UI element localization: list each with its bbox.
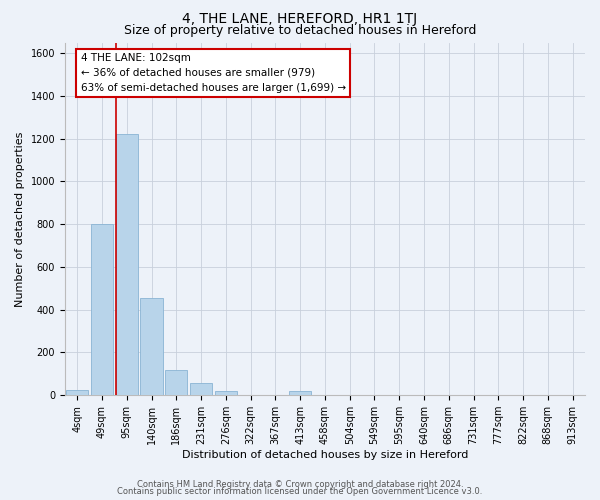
Bar: [190, 383, 212, 395]
Text: 4, THE LANE, HEREFORD, HR1 1TJ: 4, THE LANE, HEREFORD, HR1 1TJ: [182, 12, 418, 26]
Text: Contains public sector information licensed under the Open Government Licence v3: Contains public sector information licen…: [118, 487, 482, 496]
Bar: [66, 390, 88, 395]
Bar: [116, 134, 138, 395]
Bar: [215, 390, 237, 395]
Bar: [140, 298, 163, 395]
Text: Size of property relative to detached houses in Hereford: Size of property relative to detached ho…: [124, 24, 476, 37]
Bar: [289, 390, 311, 395]
X-axis label: Distribution of detached houses by size in Hereford: Distribution of detached houses by size …: [182, 450, 468, 460]
Bar: [91, 224, 113, 395]
Y-axis label: Number of detached properties: Number of detached properties: [15, 131, 25, 306]
Bar: [165, 370, 187, 395]
Text: 4 THE LANE: 102sqm
← 36% of detached houses are smaller (979)
63% of semi-detach: 4 THE LANE: 102sqm ← 36% of detached hou…: [80, 53, 346, 92]
Text: Contains HM Land Registry data © Crown copyright and database right 2024.: Contains HM Land Registry data © Crown c…: [137, 480, 463, 489]
